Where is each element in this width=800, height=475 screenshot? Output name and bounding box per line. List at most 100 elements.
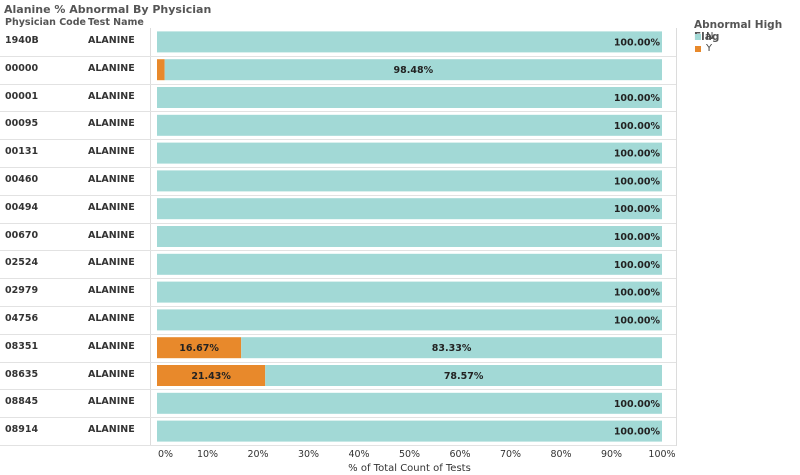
test-name-label[interactable]: ALANINE	[88, 62, 135, 74]
row-divider	[0, 278, 676, 280]
column-divider	[150, 28, 151, 446]
bar-segment-n	[157, 392, 662, 414]
bar-segment-n	[157, 31, 662, 53]
x-tick-label: 90%	[601, 449, 622, 460]
bar-segment-y	[157, 365, 266, 386]
data-label-n: 100.00%	[614, 37, 661, 48]
x-tick-label: 0%	[158, 449, 173, 460]
bar-segment-n	[157, 114, 662, 136]
row-divider	[0, 306, 676, 307]
bar-segment-y	[157, 337, 242, 359]
physician-code-label[interactable]: 02524	[5, 257, 39, 269]
physician-code-label[interactable]: 00460	[5, 173, 39, 185]
bar-segment-n	[157, 170, 662, 192]
physician-code-label[interactable]: 00670	[5, 229, 39, 241]
physician-code-label[interactable]: 08845	[5, 396, 39, 408]
physician-code-label[interactable]: 08914	[5, 424, 39, 436]
bar-segment-n	[157, 253, 662, 275]
bar-segment-y	[157, 59, 165, 81]
bar-segment-n	[157, 420, 662, 442]
data-label-y: 16.67%	[179, 343, 219, 354]
test-name-label[interactable]: ALANINE	[88, 340, 135, 352]
test-name-label[interactable]: ALANINE	[88, 368, 135, 380]
physician-code-label[interactable]: 08635	[5, 368, 39, 380]
physician-code-label[interactable]: 04756	[5, 312, 39, 324]
row-divider	[0, 222, 676, 224]
test-name-label[interactable]: ALANINE	[88, 173, 135, 185]
legend-item-y[interactable]: Y	[695, 43, 712, 54]
x-tick-label: 70%	[500, 449, 521, 460]
physician-code-label[interactable]: 08351	[5, 340, 39, 352]
data-label-n: 83.33%	[432, 343, 472, 354]
x-tick-label: 80%	[550, 449, 571, 460]
legend-label-n: N	[706, 31, 714, 42]
physician-code-label[interactable]: 02979	[5, 285, 39, 297]
row-divider	[0, 83, 676, 85]
test-name-label[interactable]: ALANINE	[88, 312, 135, 324]
bar-segment-n	[157, 226, 662, 247]
data-label-n: 78.57%	[444, 371, 484, 382]
physician-code-label[interactable]: 1940B	[5, 34, 39, 46]
test-name-label[interactable]: ALANINE	[88, 285, 135, 297]
data-label-n: 100.00%	[614, 315, 661, 326]
physician-code-label[interactable]: 00494	[5, 201, 39, 213]
column-divider	[676, 28, 677, 446]
data-label-n: 100.00%	[614, 427, 661, 438]
data-label-n: 100.00%	[614, 149, 661, 160]
x-axis-label: % of Total Count of Tests	[348, 463, 471, 474]
row-divider	[0, 361, 676, 363]
x-tick-label: 10%	[197, 449, 218, 460]
legend-swatch-y	[695, 45, 701, 52]
bar-segment-n	[265, 365, 662, 386]
x-tick-label: 30%	[298, 449, 319, 460]
x-tick-label: 100%	[648, 449, 675, 460]
data-label-n: 100.00%	[614, 121, 661, 132]
data-label-n: 100.00%	[614, 288, 661, 299]
data-label-n: 100.00%	[614, 399, 661, 410]
test-name-label[interactable]: ALANINE	[88, 201, 135, 213]
test-name-label[interactable]: ALANINE	[88, 118, 135, 130]
test-name-label[interactable]: ALANINE	[88, 424, 135, 436]
test-name-label[interactable]: ALANINE	[88, 90, 135, 102]
x-tick-label: 40%	[348, 449, 369, 460]
row-divider	[0, 194, 676, 196]
bar-segment-n	[164, 59, 662, 81]
physician-code-header[interactable]: Physician Code	[5, 17, 86, 28]
bar-segment-n	[157, 281, 662, 303]
data-label-y: 21.43%	[191, 371, 231, 382]
physician-code-label[interactable]: 00000	[5, 62, 39, 74]
data-label-n: 100.00%	[614, 93, 661, 104]
row-divider	[0, 333, 676, 335]
data-label-n: 100.00%	[614, 232, 661, 243]
data-label-n: 100.00%	[614, 204, 661, 215]
legend-item-n[interactable]: N	[695, 31, 713, 42]
physician-code-label[interactable]: 00095	[5, 118, 39, 130]
bar-segment-n	[157, 198, 662, 220]
row-divider	[0, 111, 676, 113]
legend-swatch-n	[695, 33, 701, 40]
row-divider	[0, 167, 676, 168]
row-divider	[0, 55, 676, 57]
x-tick-label: 20%	[247, 449, 268, 460]
test-name-label[interactable]: ALANINE	[88, 396, 135, 408]
physician-code-label[interactable]: 00001	[5, 90, 39, 102]
row-divider	[0, 139, 676, 141]
test-name-label[interactable]: ALANINE	[88, 257, 135, 269]
data-label-n: 100.00%	[614, 176, 661, 187]
x-tick-label: 60%	[449, 449, 470, 460]
chart-title: Alanine % Abnormal By Physician	[4, 3, 212, 16]
row-divider	[0, 445, 676, 446]
bar-segment-n	[157, 142, 662, 164]
test-name-label[interactable]: ALANINE	[88, 34, 135, 46]
row-divider	[0, 389, 676, 391]
bar-segment-n	[157, 87, 662, 108]
row-divider	[0, 250, 676, 252]
bar-segment-n	[241, 337, 662, 359]
x-tick-label: 50%	[399, 449, 420, 460]
test-name-label[interactable]: ALANINE	[88, 229, 135, 241]
test-name-header[interactable]: Test Name	[88, 17, 144, 28]
physician-code-label[interactable]: 00131	[5, 146, 39, 158]
legend-label-y: Y	[706, 43, 713, 54]
test-name-label[interactable]: ALANINE	[88, 146, 135, 158]
